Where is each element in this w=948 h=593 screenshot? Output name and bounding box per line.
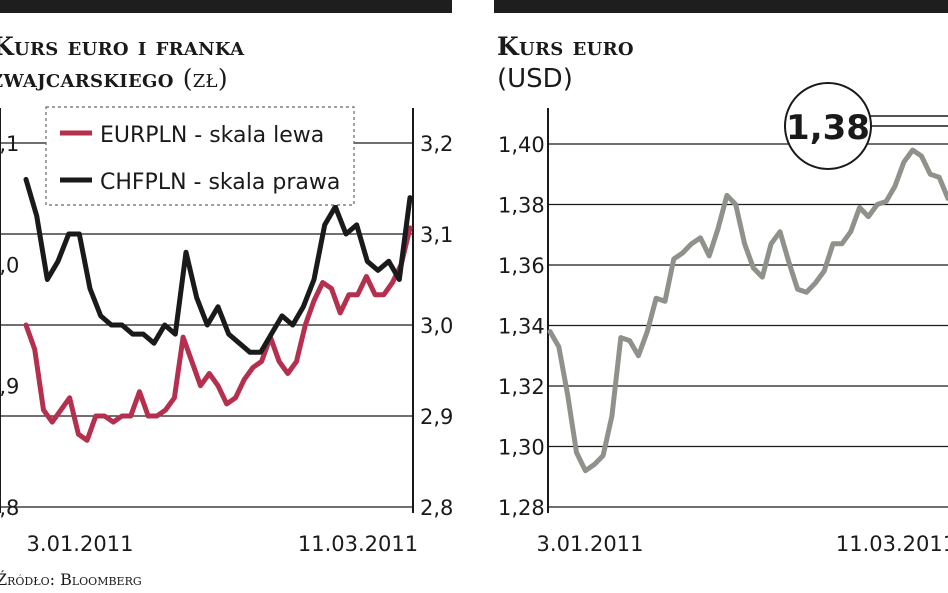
- left-axis-tick-label: 2,9: [0, 375, 19, 399]
- eurpln-line: [23, 225, 413, 443]
- left-axis-tick-label: 3,1: [0, 132, 19, 156]
- right-axis-tick-label: 2,9: [420, 405, 453, 429]
- left-chart-title-text: zwajcarskiego: [0, 64, 183, 93]
- right-x-tick-label: 11.03.2011: [836, 532, 948, 556]
- right-chart-y-tick-label: 1,40: [498, 133, 545, 157]
- right-axis-tick-label: 3,2: [420, 132, 453, 156]
- left-chart-unit: (zł): [182, 64, 228, 93]
- eurusd-line: [547, 147, 948, 474]
- right-axis-tick-label: 3,0: [420, 314, 453, 338]
- right-chart-y-tick-label: 1,38: [498, 194, 545, 218]
- left-header-bar: [0, 0, 452, 13]
- right-header-bar: [494, 0, 948, 13]
- badge-value: 1,38: [786, 108, 870, 148]
- right-chart-y-tick-label: 1,36: [498, 254, 545, 278]
- left-chart-title-line2: zwajcarskiego (zł): [0, 64, 228, 94]
- legend: EURPLN - skala lewa CHFPLN - skala prawa: [45, 106, 355, 206]
- right-x-tick-label: 3.01.2011: [537, 532, 644, 556]
- left-axis-tick-label: 3,0: [0, 253, 19, 277]
- right-chart-y-tick-label: 1,32: [498, 375, 545, 399]
- right-axis-tick-label: 3,1: [420, 223, 453, 247]
- legend-eur-label: EURPLN - skala lewa: [100, 123, 324, 148]
- left-x-tick-label: 11.03.2011: [298, 532, 418, 556]
- right-axis-tick-label: 2,8: [420, 496, 453, 520]
- right-chart-title: Kurs euro: [497, 32, 634, 61]
- source-note: Źródło: Bloomberg: [0, 570, 142, 589]
- right-chart: 1,40 1,38 1,36 1,34 1,32 1,30 1,28 3.01.2011 11.…: [498, 82, 948, 556]
- badge-circle: [784, 82, 872, 170]
- legend-box: [45, 106, 355, 206]
- chfpln-line: [23, 176, 413, 355]
- right-chart-y-tick-label: 1,34: [498, 315, 545, 339]
- left-axis-tick-label: 2,8: [0, 496, 19, 520]
- left-x-tick-label: 3.01.2011: [27, 532, 134, 556]
- right-chart-y-tick-label: 1,30: [498, 436, 545, 460]
- right-chart-unit: (USD): [497, 64, 573, 94]
- left-chart-title: Kurs euro i franka: [0, 32, 245, 61]
- right-chart-y-tick-label: 1,28: [498, 496, 545, 520]
- legend-chf-label: CHFPLN - skala prawa: [100, 170, 340, 195]
